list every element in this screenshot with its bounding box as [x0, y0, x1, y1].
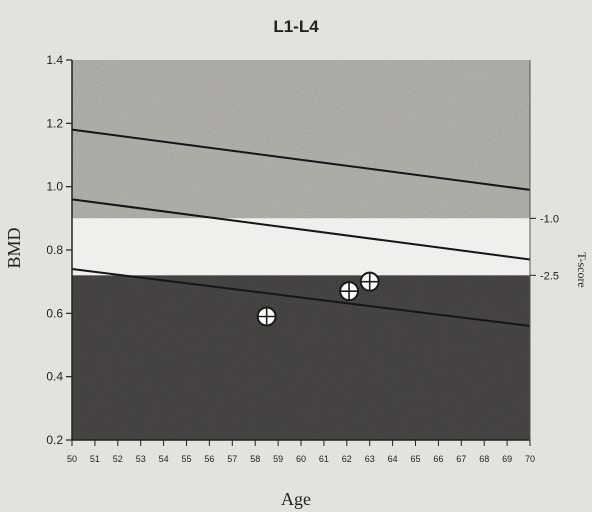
y-tick-label: 0.8: [46, 243, 63, 257]
chart-title: L1-L4: [273, 17, 319, 36]
x-tick-label: 50: [67, 454, 77, 464]
x-axis-ticks: 50 51 52 53 54 55 56 57 58 59 60 61 62 63 64 65 66 67 68 69…: [67, 440, 535, 464]
plot-bands: [72, 60, 530, 440]
t-score-tick-label: -1.0: [540, 213, 559, 225]
y-tick-label: 0.4: [46, 370, 63, 384]
x-tick-label: 54: [159, 454, 169, 464]
x-tick-label: 62: [342, 454, 352, 464]
band-middle: [72, 218, 530, 276]
x-tick-label: 66: [433, 454, 443, 464]
y-tick-label: 1.4: [46, 53, 63, 67]
x-tick-label: 53: [136, 454, 146, 464]
y-tick-label: 0.2: [46, 433, 63, 447]
x-tick-label: 63: [365, 454, 375, 464]
t-score-axis-label: T-score: [575, 252, 589, 288]
reference-line-middle: [71, 198, 531, 261]
y-axis-label: BMD: [4, 227, 24, 268]
x-tick-label: 57: [227, 454, 237, 464]
x-axis-label: Age: [281, 489, 311, 509]
data-points: [256, 271, 380, 327]
y-tick-label: 1.2: [46, 116, 63, 130]
band-lower: [72, 275, 530, 440]
reference-line-upper: [71, 128, 531, 191]
x-tick-label: 70: [525, 454, 535, 464]
x-tick-label: 64: [388, 454, 398, 464]
x-tick-label: 68: [479, 454, 489, 464]
reference-lines: [71, 128, 531, 327]
t-score-tick-label: -2.5: [540, 270, 559, 282]
data-point: [359, 271, 380, 292]
t-score-axis-ticks: -1.0 -2.5: [530, 213, 559, 282]
x-tick-label: 61: [319, 454, 329, 464]
x-tick-label: 65: [410, 454, 420, 464]
x-tick-label: 52: [113, 454, 123, 464]
y-tick-label: 1.0: [46, 180, 63, 194]
data-point: [256, 306, 277, 327]
x-tick-label: 67: [456, 454, 466, 464]
reference-line-lower: [71, 268, 531, 327]
y-tick-label: 0.6: [46, 306, 63, 320]
y-axis-ticks: 0.2 0.4 0.6 0.8 1.0 1.2 1.4: [46, 53, 72, 447]
x-tick-label: 69: [502, 454, 512, 464]
x-tick-label: 56: [204, 454, 214, 464]
x-tick-label: 58: [250, 454, 260, 464]
x-tick-label: 51: [90, 454, 100, 464]
x-tick-label: 59: [273, 454, 283, 464]
data-point: [339, 281, 360, 302]
x-tick-label: 55: [181, 454, 191, 464]
x-tick-label: 60: [296, 454, 306, 464]
